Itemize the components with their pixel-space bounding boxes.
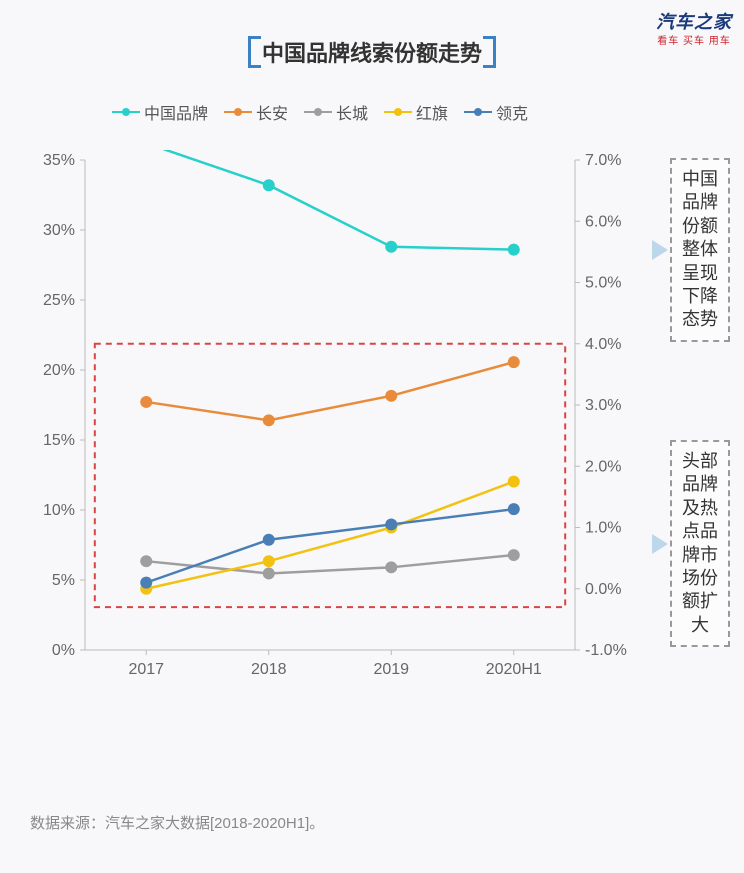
series-marker [263, 534, 275, 546]
legend-marker [464, 111, 492, 113]
callout-box: 头部品牌及热点品牌市场份额扩大 [670, 440, 730, 647]
callout-box: 中国品牌份额整体呈现下降态势 [670, 158, 730, 342]
left-tick-label: 30% [43, 222, 75, 239]
legend-marker [112, 111, 140, 113]
legend-item: 领克 [464, 100, 528, 124]
legend-item: 长安 [224, 100, 288, 124]
left-tick-label: 15% [43, 432, 75, 449]
right-tick-label: -1.0% [585, 642, 627, 659]
series-marker [508, 503, 520, 515]
right-tick-label: 7.0% [585, 152, 621, 169]
series-marker [140, 555, 152, 567]
series-line [146, 150, 514, 250]
line-chart: 0% 5% 10% 15% 20% 25% 30% 35% -1.0% 0.0% 1.0% 2.0% 3… [30, 150, 630, 690]
callout-arrow-icon [652, 240, 668, 260]
series-marker [508, 476, 520, 488]
series-marker [385, 561, 397, 573]
legend-label: 中国品牌 [144, 100, 208, 124]
left-tick-label: 10% [43, 502, 75, 519]
title-wrap: 中国品牌线索份额走势 [0, 36, 744, 68]
right-tick-label: 1.0% [585, 520, 621, 537]
series-marker [385, 241, 397, 253]
legend-marker [224, 111, 252, 113]
left-tick-label: 35% [43, 152, 75, 169]
left-tick-label: 0% [52, 642, 75, 659]
series-marker [263, 414, 275, 426]
right-tick-label: 0.0% [585, 581, 621, 598]
x-tick-label: 2019 [373, 661, 409, 678]
x-tick-label: 2017 [128, 661, 164, 678]
legend-item: 红旗 [384, 100, 448, 124]
left-tick-label: 5% [52, 572, 75, 589]
legend-label: 领克 [496, 100, 528, 124]
right-tick-label: 3.0% [585, 397, 621, 414]
series-line [146, 482, 514, 589]
series-marker [508, 549, 520, 561]
series-marker [508, 244, 520, 256]
series-marker [263, 567, 275, 579]
series-marker [140, 577, 152, 589]
series-marker [385, 518, 397, 530]
x-tick-label: 2018 [251, 661, 287, 678]
legend-marker [384, 111, 412, 113]
x-tick-label: 2020H1 [486, 661, 542, 678]
chart-title: 中国品牌线索份额走势 [254, 36, 490, 68]
series-marker [263, 179, 275, 191]
legend-marker [304, 111, 332, 113]
legend-label: 长城 [336, 100, 368, 124]
right-tick-label: 6.0% [585, 213, 621, 230]
logo-main-text: 汽车之家 [656, 8, 732, 34]
legend-item: 中国品牌 [112, 100, 208, 124]
chart-legend: 中国品牌 长安 长城 红旗 领克 [0, 100, 640, 124]
right-tick-label: 5.0% [585, 275, 621, 292]
left-tick-label: 20% [43, 362, 75, 379]
series-marker [508, 356, 520, 368]
series-marker [140, 396, 152, 408]
highlight-box [95, 344, 565, 607]
right-tick-label: 2.0% [585, 458, 621, 475]
legend-item: 长城 [304, 100, 368, 124]
right-tick-label: 4.0% [585, 336, 621, 353]
legend-label: 长安 [256, 100, 288, 124]
callout-arrow-icon [652, 534, 668, 554]
series-line [146, 362, 514, 420]
data-source: 数据来源：汽车之家大数据[2018-2020H1]。 [30, 812, 324, 833]
series-marker [263, 555, 275, 567]
legend-label: 红旗 [416, 100, 448, 124]
left-tick-label: 25% [43, 292, 75, 309]
series-marker [385, 390, 397, 402]
